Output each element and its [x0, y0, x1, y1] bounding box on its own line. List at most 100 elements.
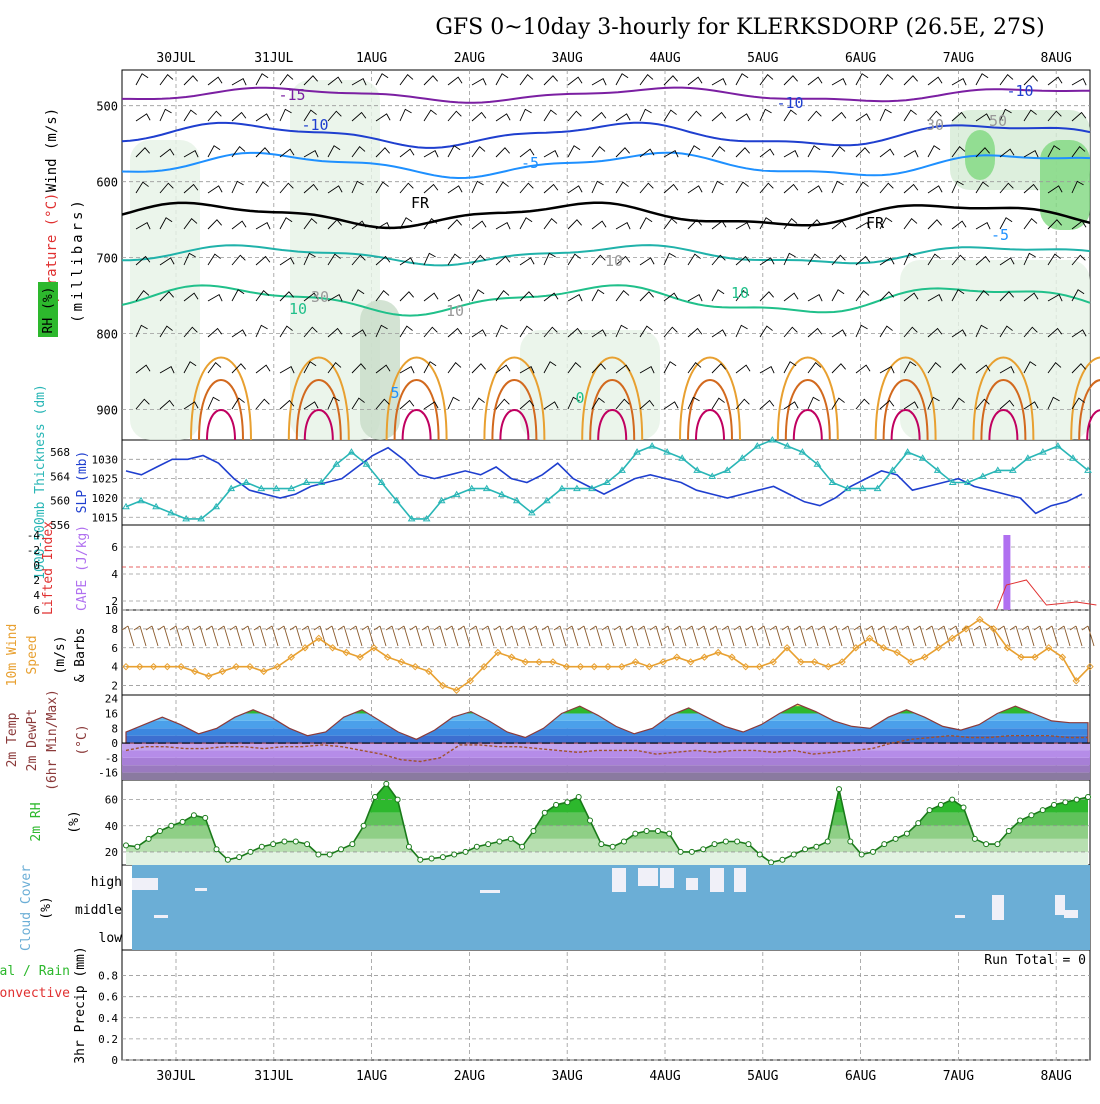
wind-barb-10m [877, 625, 891, 647]
wind-barb-10m [805, 625, 819, 647]
wind-barb [183, 401, 199, 410]
rh-line-marker [417, 856, 424, 863]
wind-speed-line-marker [865, 634, 874, 643]
rh-line-marker [711, 841, 718, 848]
wind-barb-10m [181, 625, 195, 647]
isotherm-minus10 [121, 121, 1091, 149]
rh-line-marker [869, 848, 876, 855]
wind-barb [255, 73, 269, 86]
thickness-line [125, 439, 1089, 520]
wind-barb [831, 289, 845, 302]
wind-barb [207, 327, 223, 338]
wind-barb [1071, 111, 1087, 122]
wind-barb [1023, 361, 1037, 374]
precip-tick: 0 [111, 1054, 118, 1067]
rh-line-marker [915, 820, 922, 827]
wind-barb [399, 291, 414, 302]
wind-barb [159, 399, 175, 410]
temp-band-negative [122, 750, 1090, 758]
wind-speed-line-marker [631, 658, 640, 666]
wind-barb [519, 217, 533, 230]
wind-barb [879, 182, 894, 194]
wind-speed-line-marker [1058, 653, 1067, 661]
wind-barb [231, 78, 247, 86]
wind-barb [879, 399, 895, 410]
wind-barb-10m [325, 625, 339, 647]
ylabel-millibars: (millibars) [70, 197, 86, 323]
wind-barb [975, 113, 991, 122]
temp-tick: 8 [111, 722, 118, 735]
wind-barb [135, 290, 150, 302]
contour-label: -10 [301, 116, 328, 134]
wind-barb [135, 255, 151, 266]
wind-barb [951, 329, 967, 338]
temp-contour-loop [499, 409, 530, 441]
contour-label: 50 [989, 112, 1007, 130]
wind-speed-line-marker [1031, 653, 1039, 661]
rh-line-marker [213, 846, 220, 853]
wind-barb [927, 185, 943, 194]
wind-barb-10m [685, 625, 699, 647]
contour-label: -5 [991, 226, 1009, 244]
isotherm-minus5 [121, 151, 1091, 180]
wind-barb [855, 147, 870, 158]
rh-line-marker [462, 848, 469, 855]
wind-barb [903, 292, 919, 302]
wind-barb [663, 292, 679, 302]
wind-barb [975, 364, 991, 374]
wind-barb [735, 73, 749, 86]
thickness-line-marker [678, 454, 687, 461]
wind-barb [879, 148, 895, 158]
wind-barb-10m [1033, 625, 1047, 647]
thickness-line-marker [858, 484, 867, 492]
wind-barb [543, 361, 557, 374]
rh-line-marker [632, 830, 639, 837]
wind-barb [471, 78, 487, 86]
wind-barb [711, 220, 727, 230]
wind-barb [1047, 362, 1062, 374]
wind-barb [663, 75, 678, 86]
wind-barb [447, 76, 463, 86]
wind-barb [783, 75, 798, 86]
wind-barb-10m [1081, 625, 1095, 647]
wind-barb [975, 324, 988, 338]
rh-line-marker [473, 843, 480, 850]
wind-barb-10m [649, 625, 663, 647]
contour-label: -5 [521, 154, 539, 172]
wind-barb-10m [433, 625, 447, 647]
wind-barb [471, 220, 487, 230]
wind-barb [855, 222, 871, 230]
wind-speed-line-marker [301, 644, 309, 652]
wind-barb [1047, 76, 1063, 86]
wind-barb [183, 218, 198, 230]
lifted-index-tick: 2 [33, 574, 40, 587]
ylabel-cape: CAPE (J/kg) [75, 525, 90, 611]
wind-barb [399, 217, 413, 230]
wind-barb-10m [361, 625, 375, 647]
wind-barb-10m [997, 625, 1011, 647]
wind-barb-10m [421, 625, 435, 647]
contour-label: FR [411, 194, 430, 212]
cloud-gap [1064, 910, 1078, 918]
thickness-tick: 568 [50, 446, 70, 459]
wind-barb [591, 329, 607, 338]
wind-barb-10m [757, 625, 771, 647]
wind-speed-line-marker [260, 667, 268, 676]
isotherm-10 [121, 284, 1091, 317]
rh-line-marker [530, 828, 537, 834]
wind-barb [759, 74, 774, 86]
thickness-line-marker [287, 484, 296, 492]
thickness-line-marker [588, 484, 596, 492]
cloud-gap [992, 895, 1004, 920]
wind-barb [615, 324, 628, 338]
thickness-tick: 564 [50, 470, 70, 483]
wind-speed-line-marker [163, 662, 172, 671]
thickness-line-marker [768, 436, 777, 443]
wind-barb [735, 398, 750, 410]
temp-contour-loop [972, 356, 1035, 441]
wind-barb [927, 253, 941, 266]
thickness-line-marker [302, 478, 311, 485]
wind-barb [783, 183, 799, 194]
wind-barb [999, 366, 1015, 374]
rh-line-marker [258, 843, 265, 850]
